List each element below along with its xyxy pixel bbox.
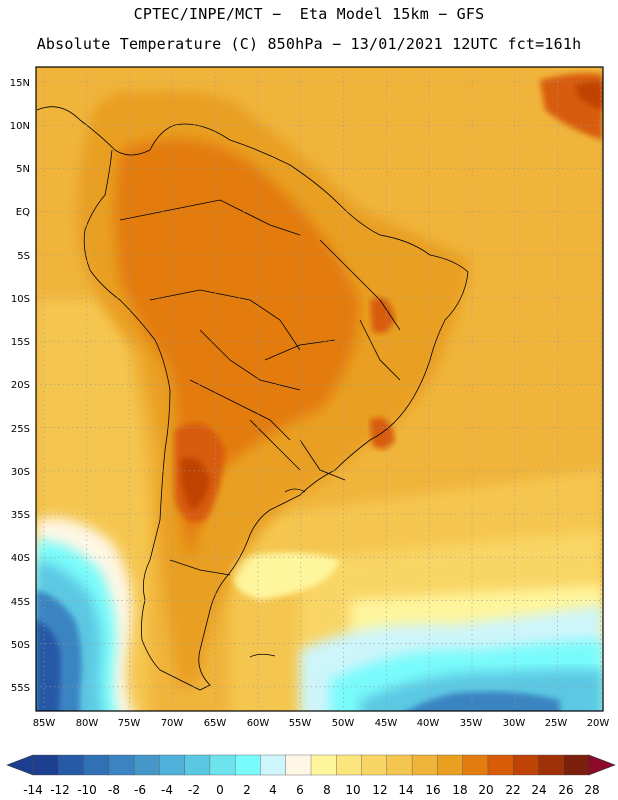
legend-label: 10: [345, 783, 360, 797]
lat-label: 40S: [11, 553, 30, 564]
temperature-map: 15N 10N 5N EQ 5S 10S 15S 20S 25S 30S 35S…: [10, 66, 610, 729]
legend-color-box: [83, 754, 110, 776]
coastline: [36, 106, 469, 691]
lat-label: 10S: [11, 294, 30, 305]
lon-label: 25W: [545, 718, 568, 729]
legend-label: -12: [50, 783, 70, 797]
legend-label: -2: [188, 783, 200, 797]
lat-label: 45S: [11, 597, 30, 608]
lon-label: 80W: [76, 718, 99, 729]
legend-color-box: [58, 754, 85, 776]
lon-label: 35W: [460, 718, 483, 729]
lon-label: 70W: [161, 718, 184, 729]
legend-label: 6: [296, 783, 304, 797]
lat-label: 15N: [10, 78, 30, 89]
legend-color-box: [538, 754, 565, 776]
lon-label: 20W: [587, 718, 610, 729]
legend-color-box: [209, 754, 236, 776]
legend-color-box: [184, 754, 211, 776]
lat-label: 15S: [11, 337, 30, 348]
lon-label: 60W: [247, 718, 270, 729]
legend-color-box: [386, 754, 413, 776]
legend-label: 20: [478, 783, 493, 797]
lat-label: 25S: [11, 424, 30, 435]
lat-label: 30S: [11, 467, 30, 478]
legend-color-box: [285, 754, 312, 776]
temperature-field: [36, 67, 603, 711]
legend-label: -10: [77, 783, 97, 797]
legend-label: 28: [584, 783, 599, 797]
lat-label: 5S: [17, 251, 30, 262]
lat-label: 35S: [11, 510, 30, 521]
legend-color-box: [563, 754, 590, 776]
legend-color-box: [411, 754, 438, 776]
legend-color-box: [133, 754, 160, 776]
legend-label: 18: [452, 783, 467, 797]
legend-color-box: [487, 754, 514, 776]
lon-label: 45W: [375, 718, 398, 729]
legend-color-box: [32, 754, 59, 776]
color-scale-legend: -14 -12 -10 -8 -6 -4 -2 0 2 4 6 8 10 12 …: [6, 754, 616, 797]
lat-label: 5N: [16, 164, 30, 175]
legend-label: 8: [323, 783, 331, 797]
lat-label: 50S: [11, 640, 30, 651]
map-title-line2: Absolute Temperature (C) 850hPa − 13/01/…: [36, 35, 582, 53]
lon-label: 75W: [118, 718, 141, 729]
legend-color-box: [234, 754, 261, 776]
legend-label: -14: [23, 783, 43, 797]
legend-label: 22: [505, 783, 520, 797]
legend-label: 2: [243, 783, 251, 797]
legend-color-boxes: [32, 754, 590, 776]
legend-label: -8: [108, 783, 120, 797]
legend-label: 0: [216, 783, 224, 797]
lat-label: 20S: [11, 380, 30, 391]
legend-color-box: [159, 754, 186, 776]
legend-label: 12: [372, 783, 387, 797]
lon-label: 50W: [332, 718, 355, 729]
legend-under-arrow: [6, 754, 34, 776]
legend-color-box: [462, 754, 489, 776]
legend-over-arrow: [588, 754, 616, 776]
legend-label: 4: [269, 783, 277, 797]
lon-label: 40W: [417, 718, 440, 729]
legend-label: 24: [531, 783, 546, 797]
legend-color-box: [108, 754, 135, 776]
legend-label: 26: [558, 783, 573, 797]
lat-label: EQ: [16, 207, 30, 218]
latitude-labels: 15N 10N 5N EQ 5S 10S 15S 20S 25S 30S 35S…: [10, 78, 30, 694]
legend-color-box: [310, 754, 337, 776]
lon-label: 65W: [204, 718, 227, 729]
graticule: [36, 67, 603, 711]
longitude-labels: 85W 80W 75W 70W 65W 60W 55W 50W 45W 40W …: [33, 718, 610, 729]
legend-label: -4: [161, 783, 173, 797]
legend-color-box: [512, 754, 539, 776]
legend-color-box: [361, 754, 388, 776]
legend-label: 16: [425, 783, 440, 797]
legend-label: 14: [398, 783, 413, 797]
lat-label: 10N: [10, 121, 30, 132]
lon-label: 55W: [289, 718, 312, 729]
legend-labels: -14 -12 -10 -8 -6 -4 -2 0 2 4 6 8 10 12 …: [23, 783, 599, 797]
lat-label: 55S: [11, 683, 30, 694]
legend-label: -6: [134, 783, 146, 797]
lon-label: 85W: [33, 718, 56, 729]
lon-label: 30W: [503, 718, 526, 729]
map-frame: [35, 66, 604, 712]
legend-color-box: [336, 754, 363, 776]
legend-color-box: [260, 754, 287, 776]
map-title-line1: CPTEC/INPE/MCT − Eta Model 15km − GFS: [133, 5, 485, 23]
legend-color-box: [437, 754, 464, 776]
